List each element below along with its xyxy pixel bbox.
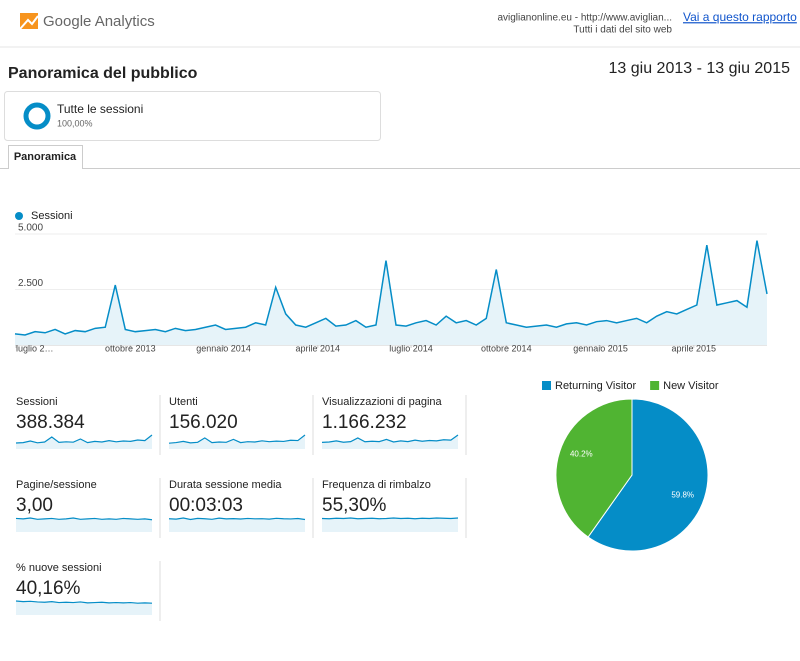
metric-label: Frequenza di rimbalzo bbox=[322, 479, 431, 491]
x-tick-label: gennaio 2015 bbox=[573, 343, 628, 353]
slice-label: 59.8% bbox=[671, 490, 694, 499]
sparkline-area bbox=[169, 518, 305, 532]
metric-label: Sessioni bbox=[16, 396, 58, 408]
sparkline bbox=[321, 517, 459, 520]
sparkline bbox=[168, 517, 306, 521]
sparkline bbox=[168, 434, 306, 444]
legend-swatch bbox=[542, 381, 551, 390]
x-tick-label: luglio 2014 bbox=[389, 343, 433, 353]
segment-name: Tutte le sessioni bbox=[57, 102, 143, 116]
sparkline-area bbox=[16, 518, 152, 532]
segment-share: 100,00% bbox=[57, 118, 93, 128]
date-range[interactable]: 13 giu 2013 - 13 giu 2015 bbox=[609, 60, 791, 77]
metric-label: Visualizzazioni di pagina bbox=[322, 396, 443, 408]
legend-label: Returning Visitor bbox=[555, 380, 636, 392]
x-tick-label: ottobre 2014 bbox=[481, 343, 532, 353]
sparkline-area bbox=[16, 601, 152, 615]
sparkline bbox=[15, 434, 153, 444]
metric-value: 156.020 bbox=[169, 412, 238, 433]
legend-label: New Visitor bbox=[663, 380, 719, 392]
page-title: Panoramica del pubblico bbox=[8, 65, 198, 82]
x-tick-label: luglio 2… bbox=[16, 343, 54, 353]
pie-slice bbox=[587, 398, 709, 552]
metric-label: Pagine/sessione bbox=[16, 479, 97, 491]
product-name: Google Analytics bbox=[43, 13, 155, 30]
metric-label: Durata sessione media bbox=[169, 479, 282, 491]
slice-label: 40.2% bbox=[570, 450, 593, 459]
x-tick-label: aprile 2014 bbox=[296, 343, 341, 353]
x-tick-label: aprile 2015 bbox=[672, 343, 717, 353]
sparkline-area bbox=[322, 435, 458, 449]
x-tick-label: ottobre 2013 bbox=[105, 343, 156, 353]
tab-cover bbox=[9, 167, 82, 170]
segment-box[interactable] bbox=[4, 91, 381, 141]
metric-value: 00:03:03 bbox=[169, 495, 243, 516]
logo bbox=[19, 13, 39, 30]
y-tick-label: 2.500 bbox=[18, 278, 43, 289]
metric-value: 3,00 bbox=[16, 495, 53, 516]
metric-value: 1.166.232 bbox=[322, 412, 407, 433]
legend-dot bbox=[15, 212, 23, 220]
metric-label: % nuove sessioni bbox=[16, 562, 102, 574]
line bbox=[14, 240, 768, 336]
sparkline bbox=[321, 434, 459, 443]
metric-value: 40,16% bbox=[16, 578, 81, 599]
segment-donut bbox=[23, 102, 51, 130]
tab-label[interactable]: Panoramica bbox=[14, 151, 77, 163]
metric-value: 388.384 bbox=[16, 412, 85, 433]
sparkline bbox=[15, 600, 153, 604]
report-link[interactable]: Vai a questo rapporto bbox=[683, 10, 797, 24]
legend-swatch bbox=[650, 381, 660, 390]
sparkline-area bbox=[169, 435, 305, 449]
x-tick-label: gennaio 2014 bbox=[196, 343, 251, 353]
y-tick-label: 5.000 bbox=[18, 223, 43, 234]
metric-label: Utenti bbox=[169, 396, 198, 408]
view-name: Tutti i dati del sito web bbox=[573, 25, 672, 36]
metric-value: 55,30% bbox=[322, 495, 387, 516]
property-name: aviglianonline.eu - http://www.aviglian.… bbox=[497, 13, 672, 24]
sparkline bbox=[15, 517, 153, 521]
pie-slice bbox=[555, 398, 633, 538]
sparkline-area bbox=[322, 518, 458, 532]
legend-label: Sessioni bbox=[31, 210, 73, 222]
